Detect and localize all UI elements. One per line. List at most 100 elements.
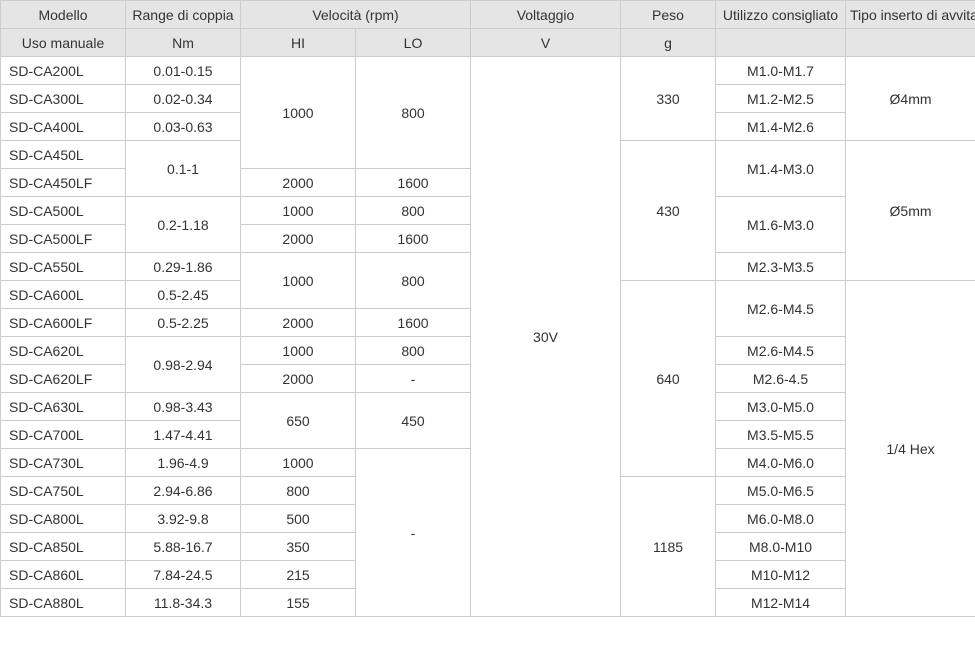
cell-model: SD-CA750L	[1, 477, 126, 505]
col-g: g	[621, 29, 716, 57]
cell-range-coppia: 0.1-1	[126, 141, 241, 197]
cell-range-coppia: 2.94-6.86	[126, 477, 241, 505]
cell-hi: 1000	[241, 337, 356, 365]
cell-range-coppia: 7.84-24.5	[126, 561, 241, 589]
cell-hi: 350	[241, 533, 356, 561]
cell-model: SD-CA860L	[1, 561, 126, 589]
cell-range-coppia: 5.88-16.7	[126, 533, 241, 561]
cell-utilizzo: M2.3-M3.5	[716, 253, 846, 281]
col-velocita: Velocità (rpm)	[241, 1, 471, 29]
cell-range-coppia: 0.2-1.18	[126, 197, 241, 253]
cell-utilizzo: M3.0-M5.0	[716, 393, 846, 421]
cell-utilizzo: M2.6-M4.5	[716, 281, 846, 337]
table-row: SD-CA200L0.01-0.15100080030V330M1.0-M1.7…	[1, 57, 975, 85]
cell-peso: 330	[621, 57, 716, 141]
cell-model: SD-CA400L	[1, 113, 126, 141]
cell-range-coppia: 0.02-0.34	[126, 85, 241, 113]
cell-range-coppia: 0.98-2.94	[126, 337, 241, 393]
cell-model: SD-CA300L	[1, 85, 126, 113]
col-util-blank	[716, 29, 846, 57]
col-voltaggio: Voltaggio	[471, 1, 621, 29]
col-uso-manuale: Uso manuale	[1, 29, 126, 57]
cell-model: SD-CA500L	[1, 197, 126, 225]
cell-lo: 800	[356, 337, 471, 365]
cell-peso: 640	[621, 281, 716, 477]
cell-model: SD-CA200L	[1, 57, 126, 85]
cell-range-coppia: 0.03-0.63	[126, 113, 241, 141]
cell-utilizzo: M4.0-M6.0	[716, 449, 846, 477]
col-peso: Peso	[621, 1, 716, 29]
cell-utilizzo: M2.6-4.5	[716, 365, 846, 393]
cell-lo: 1600	[356, 169, 471, 197]
cell-range-coppia: 0.5-2.45	[126, 281, 241, 309]
col-range-coppia: Range di coppia	[126, 1, 241, 29]
cell-lo: 450	[356, 393, 471, 449]
cell-hi: 500	[241, 505, 356, 533]
cell-model: SD-CA450LF	[1, 169, 126, 197]
cell-tipo-inserto: Ø5mm	[846, 141, 975, 281]
cell-model: SD-CA450L	[1, 141, 126, 169]
col-utilizzo: Utilizzo consigliato	[716, 1, 846, 29]
cell-lo: 800	[356, 57, 471, 169]
cell-hi: 1000	[241, 57, 356, 169]
cell-model: SD-CA550L	[1, 253, 126, 281]
cell-range-coppia: 0.5-2.25	[126, 309, 241, 337]
cell-lo: 1600	[356, 309, 471, 337]
cell-voltage: 30V	[471, 57, 621, 617]
cell-model: SD-CA620L	[1, 337, 126, 365]
cell-hi: 800	[241, 477, 356, 505]
header-row-1: Modello Range di coppia Velocità (rpm) V…	[1, 1, 975, 29]
col-v: V	[471, 29, 621, 57]
cell-range-coppia: 1.96-4.9	[126, 449, 241, 477]
cell-range-coppia: 3.92-9.8	[126, 505, 241, 533]
cell-utilizzo: M2.6-M4.5	[716, 337, 846, 365]
cell-utilizzo: M1.4-M2.6	[716, 113, 846, 141]
cell-tipo-inserto: Ø4mm	[846, 57, 975, 141]
cell-model: SD-CA620LF	[1, 365, 126, 393]
cell-utilizzo: M1.0-M1.7	[716, 57, 846, 85]
header-row-2: Uso manuale Nm HI LO V g	[1, 29, 975, 57]
col-nm: Nm	[126, 29, 241, 57]
cell-peso: 430	[621, 141, 716, 281]
cell-hi: 1000	[241, 253, 356, 309]
cell-model: SD-CA880L	[1, 589, 126, 617]
cell-hi: 215	[241, 561, 356, 589]
cell-peso: 1185	[621, 477, 716, 617]
cell-lo: 1600	[356, 225, 471, 253]
cell-hi: 2000	[241, 309, 356, 337]
cell-model: SD-CA600L	[1, 281, 126, 309]
cell-range-coppia: 11.8-34.3	[126, 589, 241, 617]
col-modello: Modello	[1, 1, 126, 29]
col-tipo-blank	[846, 29, 975, 57]
cell-model: SD-CA700L	[1, 421, 126, 449]
cell-utilizzo: M12-M14	[716, 589, 846, 617]
cell-range-coppia: 0.01-0.15	[126, 57, 241, 85]
cell-hi: 650	[241, 393, 356, 449]
cell-utilizzo: M8.0-M10	[716, 533, 846, 561]
spec-table: Modello Range di coppia Velocità (rpm) V…	[0, 0, 975, 617]
cell-range-coppia: 1.47-4.41	[126, 421, 241, 449]
cell-hi: 2000	[241, 365, 356, 393]
cell-model: SD-CA630L	[1, 393, 126, 421]
cell-model: SD-CA600LF	[1, 309, 126, 337]
cell-model: SD-CA800L	[1, 505, 126, 533]
cell-hi: 1000	[241, 449, 356, 477]
cell-lo: 800	[356, 197, 471, 225]
cell-hi: 2000	[241, 169, 356, 197]
cell-hi: 2000	[241, 225, 356, 253]
cell-utilizzo: M5.0-M6.5	[716, 477, 846, 505]
cell-model: SD-CA730L	[1, 449, 126, 477]
col-tipo-inserto: Tipo inserto di avvitatura	[846, 1, 975, 29]
col-hi: HI	[241, 29, 356, 57]
cell-model: SD-CA500LF	[1, 225, 126, 253]
cell-utilizzo: M1.2-M2.5	[716, 85, 846, 113]
cell-range-coppia: 0.29-1.86	[126, 253, 241, 281]
cell-tipo-inserto: 1/4 Hex	[846, 281, 975, 617]
cell-hi: 155	[241, 589, 356, 617]
cell-lo: 800	[356, 253, 471, 309]
cell-lo: -	[356, 449, 471, 617]
cell-range-coppia: 0.98-3.43	[126, 393, 241, 421]
col-lo: LO	[356, 29, 471, 57]
cell-utilizzo: M6.0-M8.0	[716, 505, 846, 533]
cell-lo: -	[356, 365, 471, 393]
